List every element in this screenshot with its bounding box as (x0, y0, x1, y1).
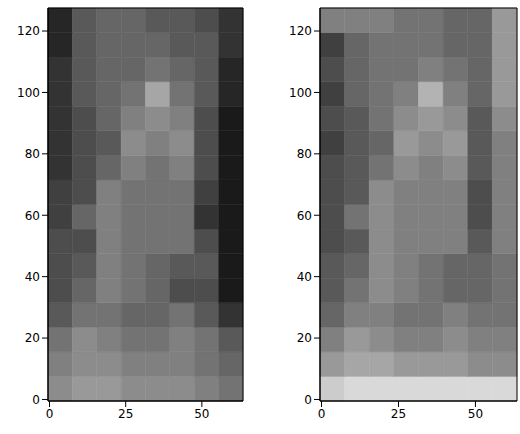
svg-text:20: 20 (25, 331, 40, 345)
svg-text:25: 25 (118, 407, 133, 421)
svg-text:0: 0 (318, 407, 326, 421)
svg-text:0: 0 (32, 393, 40, 407)
svg-text:60: 60 (25, 209, 40, 223)
svg-text:50: 50 (468, 407, 483, 421)
svg-text:120: 120 (17, 24, 40, 38)
svg-text:40: 40 (25, 270, 40, 284)
svg-text:20: 20 (297, 331, 312, 345)
svg-text:80: 80 (25, 147, 40, 161)
svg-text:25: 25 (391, 407, 406, 421)
svg-text:100: 100 (289, 86, 312, 100)
svg-text:0: 0 (304, 393, 312, 407)
svg-text:0: 0 (46, 407, 54, 421)
svg-text:40: 40 (297, 270, 312, 284)
svg-text:80: 80 (297, 147, 312, 161)
svg-text:100: 100 (17, 86, 40, 100)
svg-text:120: 120 (289, 24, 312, 38)
svg-text:50: 50 (194, 407, 209, 421)
svg-text:60: 60 (297, 209, 312, 223)
